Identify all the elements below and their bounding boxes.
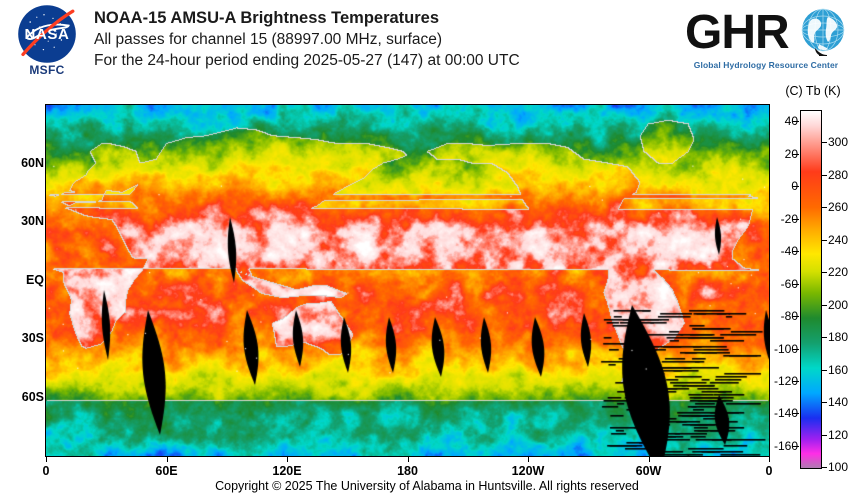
colorbar-kelvin-label: 220 [828, 265, 849, 280]
colorbar-celsius-label: -120 [773, 373, 798, 388]
colorbar-celsius-tick [793, 316, 799, 318]
colorbar-kelvin-label: 260 [828, 200, 849, 215]
colorbar-celsius-tick [793, 413, 799, 415]
colorbar-celsius-label: -160 [773, 438, 798, 453]
ghrc-wordmark-icon: GHR [685, 6, 845, 56]
longitude-axis: 0 60E 120E 180 120W 60W 0 [42, 456, 773, 482]
lon-tick-mark [769, 457, 770, 462]
lon-tick-label: 0 [765, 464, 773, 478]
colorbar-celsius-label: 20 [784, 146, 798, 161]
colorbar: (C) Tb (K) 40 20 0 -20 -40 -60 -80 -100 -120 -140… [772, 84, 854, 476]
lon-tick-mark [528, 457, 529, 462]
colorbar-celsius-tick [793, 348, 799, 350]
lon-tick-label: 120W [511, 464, 545, 478]
colorbar-celsius-label: -80 [780, 309, 798, 324]
lon-tick-mark [287, 457, 288, 462]
colorbar-celsius-tick [793, 121, 799, 123]
colorbar-kelvin-label: 240 [828, 232, 849, 247]
colorbar-kelvin-label: 280 [828, 167, 849, 182]
subtitle-channel: All passes for channel 15 (88997.00 MHz,… [94, 31, 443, 48]
colorbar-kelvin-tick [821, 239, 827, 241]
latitude-axis: 60N 30N EQ 30S 60S [0, 104, 50, 457]
colorbar-celsius-tick [793, 380, 799, 382]
colorbar-celsius-label: 40 [784, 114, 798, 129]
lon-tick-mark [46, 457, 47, 462]
svg-text:NASA: NASA [25, 26, 70, 43]
colorbar-kelvin-tick [821, 272, 827, 274]
title-block: NOAA-15 AMSU-A Brightness Temperatures A… [94, 8, 520, 71]
colorbar-celsius-tick [793, 153, 799, 155]
nasa-center-label: MSFC [29, 63, 65, 77]
colorbar-celsius-tick [793, 283, 799, 285]
colorbar-kelvin-tick [821, 304, 827, 306]
page-title: NOAA-15 AMSU-A Brightness Temperatures [94, 9, 440, 27]
colorbar-kelvin-label: 160 [828, 362, 849, 377]
lat-tick-label: EQ [25, 272, 44, 287]
colorbar-celsius-label: -140 [773, 406, 798, 421]
colorbar-kelvin-tick [821, 337, 827, 339]
lon-tick-mark [648, 457, 650, 462]
lon-tick-label: 60W [635, 464, 662, 478]
lat-tick-label: 30N [21, 214, 44, 228]
colorbar-kelvin-tick [821, 142, 827, 144]
ghrc-tagline: Global Hydrology Resource Center [693, 60, 839, 70]
svg-text:GHR: GHR [685, 6, 789, 56]
lon-tick-mark [407, 457, 409, 462]
colorbar-celsius-tick [793, 218, 799, 220]
colorbar-gradient [800, 110, 822, 469]
colorbar-kelvin-label: 300 [828, 135, 849, 150]
colorbar-celsius-label: -60 [780, 276, 798, 291]
lon-tick-label: 60E [155, 464, 178, 478]
colorbar-kelvin-tick [821, 434, 827, 436]
colorbar-kelvin-tick [821, 207, 827, 209]
colorbar-kelvin-tick [821, 402, 827, 404]
copyright-notice: Copyright © 2025 The University of Alaba… [215, 479, 639, 493]
lon-tick-mark [166, 457, 168, 462]
colorbar-kelvin-label: 120 [828, 427, 849, 442]
colorbar-kelvin-tick [821, 174, 827, 176]
colorbar-celsius-label: 0 [791, 179, 798, 194]
colorbar-kelvin-tick [821, 467, 827, 468]
ghrc-logo: GHR Global Hydrology Resource Center [683, 4, 849, 78]
brightness-temperature-map[interactable] [45, 104, 770, 457]
page-header: NASA MSFC NOAA-15 AMSU-A Brightness Temp… [0, 0, 854, 86]
colorbar-celsius-label: -100 [773, 341, 798, 356]
colorbar-celsius-tick [793, 186, 799, 188]
colorbar-kelvin-label: 140 [828, 395, 849, 410]
lon-tick-label: 0 [42, 464, 50, 478]
colorbar-celsius-tick [793, 445, 799, 447]
lat-tick-label: 30S [21, 331, 44, 345]
map-data-canvas [46, 105, 769, 456]
colorbar-kelvin-label: 200 [828, 297, 849, 312]
subtitle-period: For the 24-hour period ending 2025-05-27… [94, 52, 520, 69]
colorbar-celsius-label: -20 [780, 211, 798, 226]
colorbar-header: (C) Tb (K) [785, 84, 841, 98]
colorbar-kelvin-label: 180 [828, 330, 849, 345]
nasa-logo: NASA MSFC [8, 4, 86, 82]
nasa-meatball-icon: NASA [18, 5, 76, 63]
colorbar-kelvin-tick [821, 369, 827, 371]
colorbar-celsius-label: -40 [780, 244, 798, 259]
lon-tick-label: 180 [397, 464, 418, 478]
lat-tick-label: 60N [21, 155, 44, 170]
lon-tick-label: 120E [272, 464, 302, 478]
lat-tick-label: 60S [21, 389, 44, 404]
colorbar-kelvin-label: 100 [828, 460, 849, 474]
colorbar-celsius-tick [793, 251, 799, 253]
